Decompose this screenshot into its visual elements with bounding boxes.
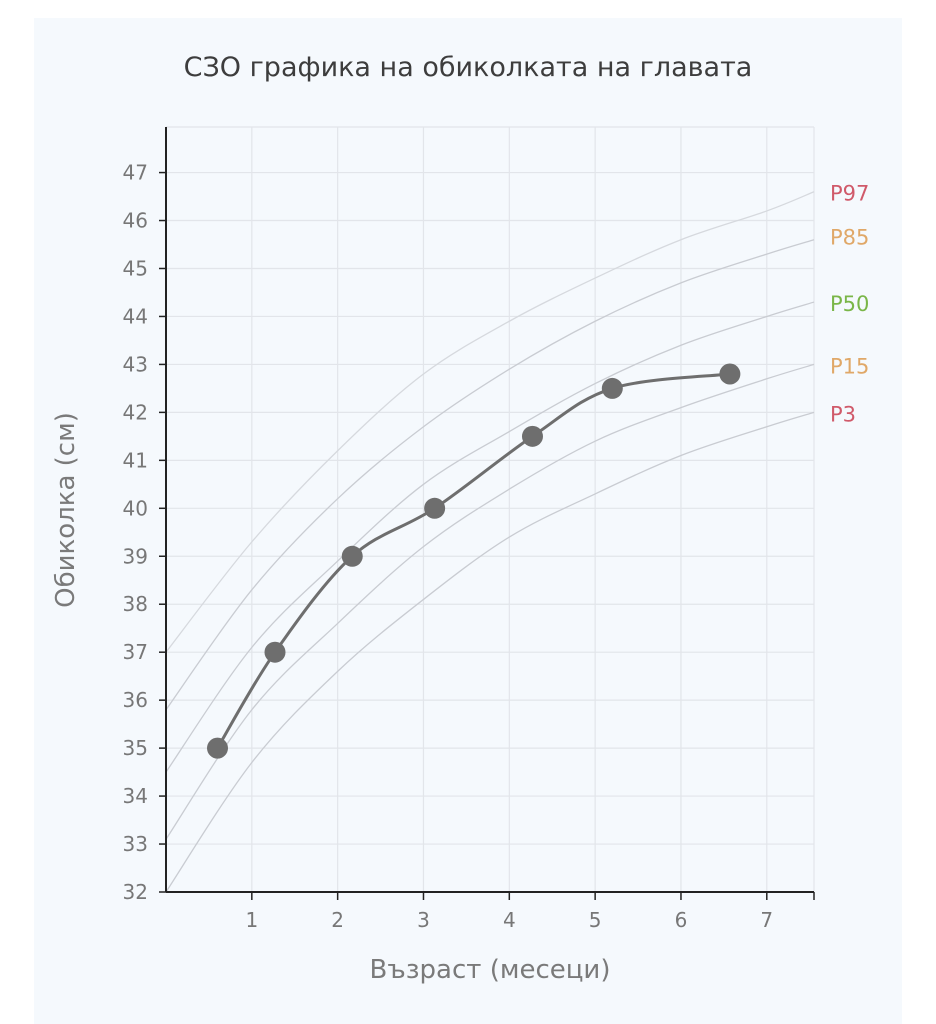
y-tick-labels: 32 33 34 35 36 37 38 39 40 41 42 43 44 45 46 47 [123,161,148,904]
data-point[interactable] [206,737,228,759]
data-point[interactable] [424,497,446,519]
data-points [206,363,741,759]
percentile-labels: P97 P85 P50 P15 P3 [830,182,869,427]
y-tick-label: 35 [123,736,148,760]
y-tick-label: 38 [123,592,148,616]
x-tick-label: 1 [245,908,258,932]
x-axis-label: Възраст (месеци) [370,955,611,985]
percentile-label-p15: P15 [830,354,869,378]
percentile-label-p97: P97 [830,182,869,206]
data-point[interactable] [601,377,623,399]
percentile-curves [165,191,815,893]
y-tick-label: 33 [123,832,148,856]
chart-title: СЗО графика на обиколката на главата [183,52,753,83]
grid [166,126,815,893]
data-point[interactable] [341,545,363,567]
y-tick-label: 41 [123,448,148,472]
percentile-curve-p15 [165,363,815,840]
x-tick-label: 2 [331,908,344,932]
y-tick-label: 40 [123,496,148,520]
y-tick-label: 34 [123,784,148,808]
y-tick-label: 36 [123,688,148,712]
y-tick-label: 46 [123,209,148,233]
y-tick-label: 44 [123,304,148,328]
data-point[interactable] [264,641,286,663]
percentile-label-p85: P85 [830,226,869,250]
percentile-curve-p3 [165,411,815,893]
x-tick-label: 6 [675,908,688,932]
y-tick-label: 39 [123,544,148,568]
percentile-curve-p85 [165,239,815,711]
data-point[interactable] [719,363,741,385]
x-tick-label: 5 [589,908,602,932]
y-tick-label: 43 [123,352,148,376]
percentile-label-p50: P50 [830,292,869,316]
y-tick-label: 37 [123,640,148,664]
y-axis-label: Обиколка (см) [51,412,81,608]
percentile-label-p3: P3 [830,402,856,426]
data-point[interactable] [521,425,543,447]
x-tick-labels: 1 2 3 4 5 6 7 [245,908,773,932]
chart-card [34,18,902,1024]
percentile-curve-p50 [165,301,815,773]
x-tick-label: 3 [417,908,430,932]
percentile-curve-p97 [165,191,815,653]
x-tick-label: 7 [760,908,773,932]
y-tick-label: 32 [123,880,148,904]
x-tick-label: 4 [503,908,516,932]
y-tick-label: 42 [123,400,148,424]
y-tick-label: 45 [123,256,148,280]
axes [159,127,815,900]
y-tick-label: 47 [123,161,148,185]
